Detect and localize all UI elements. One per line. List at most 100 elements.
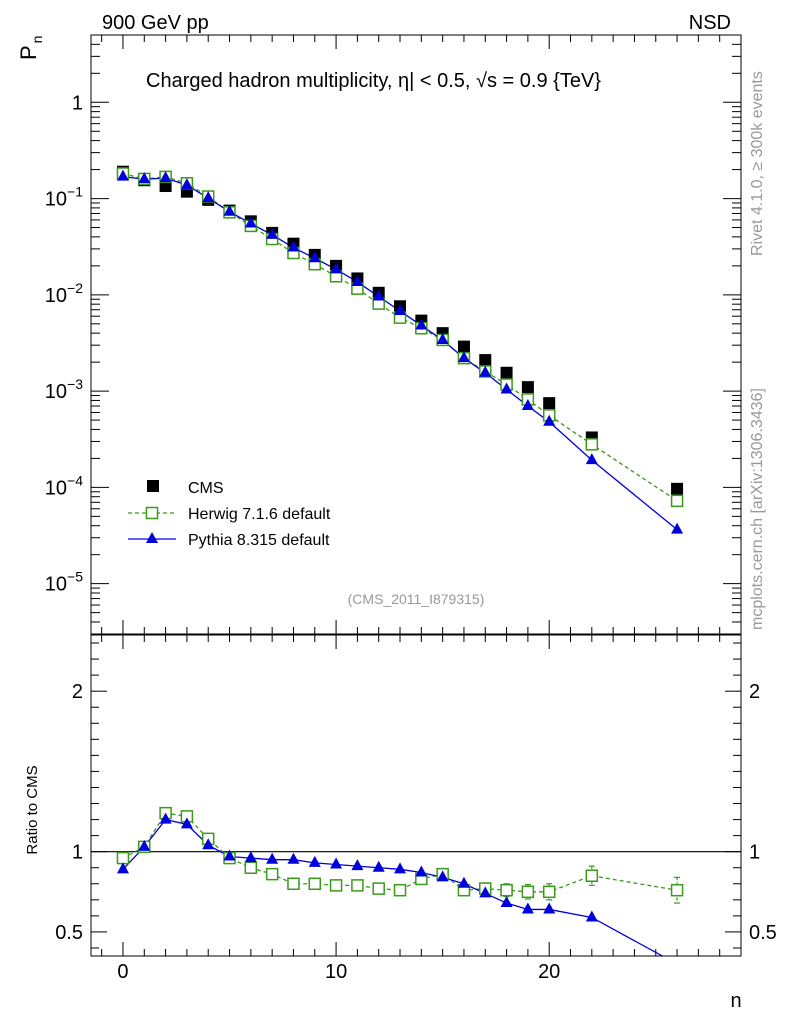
y-tick-label: 10−2: [45, 280, 83, 307]
cms-point: [671, 482, 684, 495]
pythia-point: [521, 399, 534, 411]
pythia-ratio-point: [223, 849, 236, 861]
pythia-ratio-point: [180, 817, 193, 829]
pythia-point: [479, 365, 492, 377]
ratio-y-tick-label: 0.5: [55, 922, 83, 944]
herwig-ratio-point: [521, 885, 535, 899]
ratio-y-tick-label-right: 2: [749, 681, 760, 703]
x-tick-label: 0: [117, 961, 128, 983]
herwig-line: [122, 172, 678, 502]
pythia-ratio-point: [543, 902, 556, 914]
y-axis-label-sub: n: [29, 36, 45, 44]
y-tick-label: 1: [72, 92, 83, 114]
legend-pythia-marker: [146, 532, 158, 543]
herwig-ratio-point: [372, 882, 385, 895]
pythia-ratio-point: [372, 860, 385, 872]
pythia-point: [330, 262, 343, 274]
pythia-point: [180, 178, 193, 190]
herwig-ratio-point: [351, 879, 364, 892]
pythia-ratio-point: [351, 859, 364, 871]
ratio-y-tick-label-right: 1: [749, 842, 760, 864]
herwig-ratio-point: [287, 877, 300, 891]
cms-point: [457, 340, 470, 353]
pythia-point: [585, 453, 598, 465]
chart-title-eta: η| < 0.5,: [398, 70, 476, 92]
y-tick-label: 10−3: [45, 376, 83, 403]
pythia-point: [244, 216, 257, 228]
pythia-ratio-point: [521, 902, 534, 914]
pythia-ratio-point: [308, 855, 321, 867]
x-tick-label: 20: [538, 961, 560, 983]
pythia-line: [122, 175, 678, 531]
main-frame: [90, 34, 742, 635]
pythia-point: [457, 351, 470, 363]
y-tick-label: 10−1: [45, 184, 83, 211]
herwig-point: [670, 494, 684, 508]
ratio-y-label: Ratio to CMS: [24, 765, 41, 854]
pythia-ratio-point: [457, 876, 470, 888]
pythia-point: [287, 240, 300, 252]
ratio-y-tick-label: 1: [72, 842, 83, 864]
pythia-point: [671, 522, 684, 534]
herwig-ratio-point: [329, 879, 343, 892]
pythia-point: [116, 169, 129, 181]
rivet-label: Rivet 4.1.0, ≥ 300k events: [749, 71, 766, 256]
pythia-ratio-point: [394, 862, 407, 874]
pythia-ratio-point: [330, 857, 343, 869]
y-tick-label: 10−5: [45, 569, 83, 596]
y-tick-label: 10−4: [45, 472, 83, 499]
pythia-ratio-point: [415, 865, 428, 877]
pythia-point: [266, 227, 279, 239]
chart-title-s: s = 0.9 {TeV}: [487, 70, 601, 92]
cms-point: [521, 381, 534, 394]
pythia-ratio-point: [159, 812, 172, 824]
cms-point: [479, 354, 492, 367]
pythia-point: [394, 303, 407, 315]
herwig-ratio-point: [585, 869, 599, 882]
pythia-ratio-point: [436, 870, 449, 882]
header-right: NSD: [689, 12, 731, 34]
pythia-point: [138, 172, 151, 184]
pythia-ratio-point: [138, 839, 151, 851]
y-axis-label-main: P: [16, 45, 41, 60]
pythia-point: [372, 289, 385, 301]
x-axis-label: n: [730, 990, 741, 1012]
herwig-ratio-line: [122, 812, 678, 893]
pythia-point: [436, 332, 449, 344]
herwig-point: [585, 438, 599, 451]
herwig-ratio-point: [542, 885, 556, 899]
y-axis-label: Pn: [16, 36, 45, 60]
chart-title-sqrt: √: [476, 70, 487, 92]
legend-cms-marker: [147, 480, 159, 492]
ratio-y-tick-label: 2: [72, 681, 83, 703]
herwig-ratio-point: [308, 877, 322, 891]
pythia-ratio-point: [287, 852, 300, 864]
pythia-point: [543, 414, 556, 426]
source-label: (CMS_2011_I879315): [348, 591, 485, 607]
herwig-ratio-point: [244, 861, 258, 874]
legend-pythia-label: Pythia 8.315 default: [188, 532, 330, 549]
herwig-ratio-point: [670, 883, 684, 897]
herwig-ratio-point: [393, 883, 407, 897]
main-panel: 1 10−1 10−2 10−3 10−4 10−5: [45, 34, 742, 956]
ratio-panel: 0 10 20 0.5 0.5 1 1 2 2: [55, 634, 777, 983]
ratio-clip-group: [116, 806, 684, 956]
herwig-ratio-point: [500, 883, 513, 897]
pythia-point: [500, 382, 513, 394]
chart-title-main: Charged hadron multiplicity,: [146, 70, 398, 92]
pythia-point: [308, 251, 321, 263]
pythia-ratio-point: [116, 862, 129, 874]
header-left: 900 GeV pp: [102, 12, 209, 34]
pythia-ratio-point: [500, 896, 513, 908]
pythia-point: [415, 318, 428, 330]
legend-herwig-label: Herwig 7.1.6 default: [188, 506, 331, 523]
herwig-ratio-point: [265, 867, 279, 881]
cms-point: [500, 366, 513, 379]
pythia-ratio-point: [479, 886, 492, 898]
herwig-ratio-point: [116, 851, 130, 865]
pythia-ratio-point: [266, 852, 279, 864]
legend: CMS Herwig 7.1.6 default Pythia 8.315 de…: [128, 480, 331, 549]
ratio-y-tick-label-right: 0.5: [749, 922, 777, 944]
cms-point: [543, 397, 556, 410]
